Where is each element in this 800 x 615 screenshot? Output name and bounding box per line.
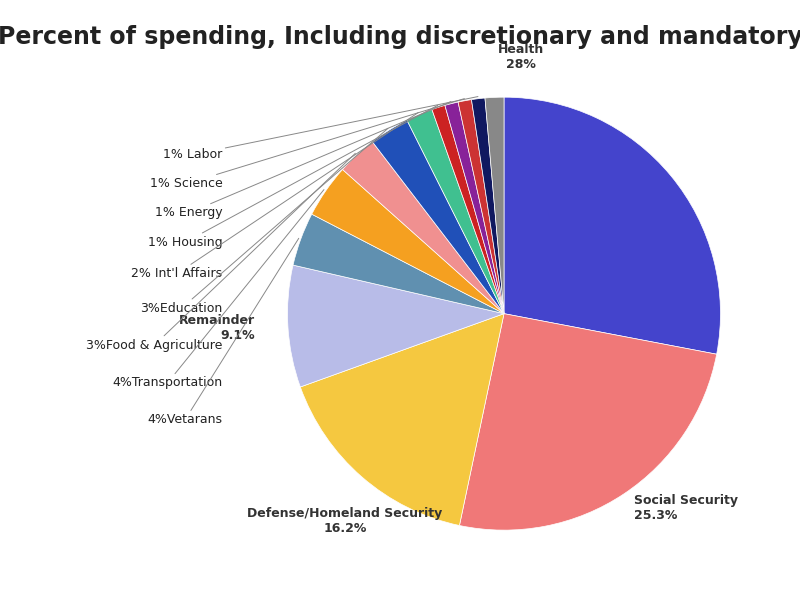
Text: 1% Housing: 1% Housing	[148, 105, 438, 248]
Text: Percent of spending, Including discretionary and mandatory: Percent of spending, Including discretio…	[0, 25, 800, 49]
Text: Remainder
9.1%: Remainder 9.1%	[179, 314, 255, 342]
Wedge shape	[300, 314, 504, 525]
Wedge shape	[432, 105, 504, 314]
Text: 3%Food & Agriculture: 3%Food & Agriculture	[86, 153, 355, 352]
Text: 1% Science: 1% Science	[150, 98, 464, 190]
Wedge shape	[293, 214, 504, 314]
Wedge shape	[459, 314, 717, 530]
Text: 1% Energy: 1% Energy	[155, 101, 451, 220]
Text: 3%Education: 3%Education	[140, 129, 388, 315]
Text: 1% Labor: 1% Labor	[163, 97, 478, 161]
Wedge shape	[407, 109, 504, 314]
Wedge shape	[504, 97, 721, 354]
Text: Health
28%: Health 28%	[498, 43, 545, 71]
Text: Social Security
25.3%: Social Security 25.3%	[634, 494, 738, 522]
Text: 4%Transportation: 4%Transportation	[113, 189, 324, 389]
Wedge shape	[485, 97, 504, 314]
Wedge shape	[458, 100, 504, 314]
Wedge shape	[471, 98, 504, 314]
Wedge shape	[342, 142, 504, 314]
Text: 4%Vetarans: 4%Vetarans	[147, 238, 298, 426]
Text: 2% Int'l Affairs: 2% Int'l Affairs	[131, 113, 418, 280]
Text: Defense/Homeland Security
16.2%: Defense/Homeland Security 16.2%	[247, 507, 442, 535]
Wedge shape	[287, 265, 504, 387]
Wedge shape	[372, 120, 504, 314]
Wedge shape	[312, 170, 504, 314]
Wedge shape	[445, 102, 504, 314]
